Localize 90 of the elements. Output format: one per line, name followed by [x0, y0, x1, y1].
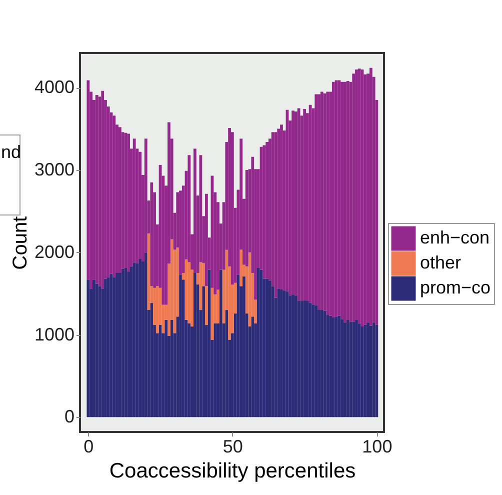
- bar: [138, 152, 142, 259]
- y-tick-label: 0: [64, 406, 74, 427]
- y-tick-label: 1000: [34, 324, 74, 344]
- bar: [369, 68, 372, 326]
- bar: [256, 268, 260, 418]
- bar: [240, 250, 243, 286]
- bar: [193, 272, 196, 418]
- bar: [332, 317, 335, 418]
- bar: [95, 95, 98, 284]
- bar: [150, 303, 154, 418]
- bar: [282, 290, 286, 418]
- bar: [132, 262, 136, 418]
- bar: [124, 132, 128, 268]
- x-tick-label: 50: [222, 436, 243, 456]
- bar: [294, 295, 298, 418]
- bar: [112, 116, 116, 278]
- bar: [95, 284, 98, 418]
- bar: [352, 322, 356, 418]
- bar: [352, 74, 356, 322]
- bar: [127, 134, 130, 272]
- bar: [106, 277, 110, 418]
- y-tick-label: 3000: [34, 159, 74, 180]
- bar: [188, 262, 191, 324]
- bar: [193, 148, 196, 273]
- bar: [340, 82, 344, 320]
- bar: [214, 323, 217, 418]
- bar: [205, 194, 208, 286]
- bar: [300, 301, 304, 418]
- legend-label: prom−co: [420, 278, 491, 298]
- bar: [216, 289, 220, 324]
- bar: [112, 277, 116, 418]
- bar: [364, 324, 367, 418]
- bar: [242, 276, 246, 418]
- bar: [225, 310, 228, 418]
- bar: [138, 258, 142, 418]
- bar: [266, 142, 268, 279]
- bar: [326, 92, 330, 316]
- text: nd: [1, 142, 22, 162]
- bar: [266, 278, 268, 418]
- bar: [358, 323, 361, 418]
- bar: [179, 274, 182, 418]
- bar: [346, 320, 350, 418]
- bar: [118, 127, 122, 273]
- bar: [314, 305, 318, 418]
- bar: [118, 272, 122, 418]
- bar: [288, 295, 292, 418]
- bar: [188, 323, 191, 418]
- bar: [303, 109, 306, 300]
- bar: [144, 252, 148, 418]
- bar: [230, 132, 234, 285]
- y-tick-label: 2000: [34, 242, 74, 262]
- bar: [277, 288, 280, 418]
- x-axis-title: Coaccessibility percentiles: [109, 460, 356, 482]
- bar: [338, 80, 341, 316]
- bar: [101, 90, 104, 289]
- y-tick-label: 4000: [34, 77, 74, 98]
- bar: [245, 170, 248, 266]
- x-tick-label: 0: [84, 436, 94, 456]
- legend-label: enh−con: [420, 228, 490, 248]
- x-tick-label: 100: [362, 436, 392, 456]
- bar: [308, 302, 312, 418]
- bar: [375, 324, 378, 418]
- bar: [251, 316, 254, 418]
- bar: [164, 320, 168, 418]
- bar: [124, 268, 128, 418]
- bar: [156, 286, 159, 334]
- bar: [199, 262, 202, 310]
- bar: [303, 300, 306, 418]
- bar: [170, 320, 174, 418]
- bar: [320, 310, 324, 418]
- y-axis-title: Count: [9, 216, 32, 270]
- bar: [150, 182, 154, 286]
- bar: [205, 286, 208, 325]
- bar: [219, 270, 222, 418]
- legend-label: other: [420, 252, 462, 272]
- bar: [332, 82, 335, 318]
- bar: [369, 326, 372, 418]
- bar: [308, 104, 312, 303]
- bar: [320, 92, 324, 310]
- bar: [208, 270, 211, 418]
- bar: [340, 319, 344, 418]
- bar: [346, 81, 350, 320]
- bar: [268, 280, 272, 418]
- bar: [132, 138, 136, 262]
- bar: [358, 68, 361, 324]
- bar: [262, 145, 266, 279]
- bar: [86, 280, 90, 418]
- bar: [326, 315, 330, 418]
- bar: [202, 286, 206, 418]
- bar: [338, 316, 341, 418]
